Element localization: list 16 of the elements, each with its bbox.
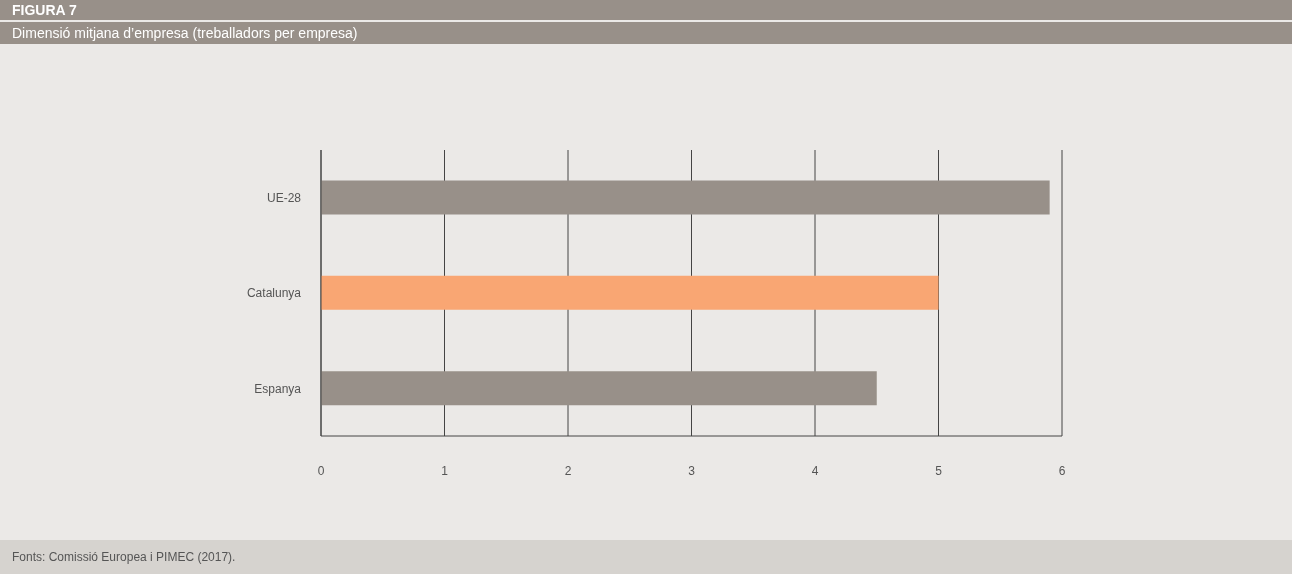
x-tick-label: 4: [811, 463, 819, 478]
bar: [321, 275, 939, 310]
text: Fonts: Comissió Europea i PIMEC (2017).: [12, 550, 236, 564]
x-tick-label: 1: [441, 463, 449, 478]
y-tick-label: Espanya: [254, 381, 302, 396]
text: FIGURA 7: [0, 0, 1292, 20]
y-tick-label: Catalunya: [246, 286, 302, 301]
x-tick-label: 3: [688, 463, 696, 478]
x-tick-label: 0: [317, 463, 325, 478]
bar: [321, 371, 877, 406]
text: Dimensió mitjana d’empresa (treballadors per empresa): [0, 22, 1292, 44]
x-tick-label: 5: [935, 463, 943, 478]
x-tick-label: 6: [1058, 463, 1066, 478]
bar: [321, 180, 1050, 215]
x-tick-label: 2: [564, 463, 572, 478]
y-tick-label: UE-28: [266, 190, 302, 205]
